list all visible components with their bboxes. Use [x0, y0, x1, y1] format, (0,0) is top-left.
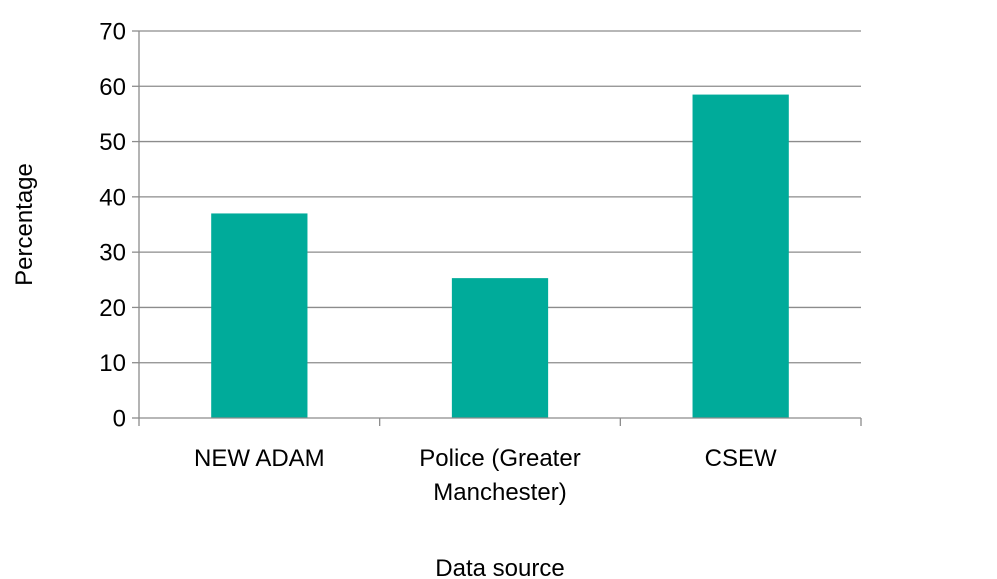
x-tick-labels: NEW ADAM Police (Greater Manchester) CSEW [194, 445, 777, 506]
x-tick-label: Police (Greater [419, 445, 580, 472]
bar [451, 278, 549, 418]
y-tick-label: 50 [99, 129, 126, 156]
x-tick-label: Manchester) [433, 479, 566, 506]
x-tick-label: CSEW [705, 445, 777, 472]
axis-layer [132, 30, 862, 426]
bar [211, 213, 308, 418]
y-tick-label: 30 [99, 240, 126, 267]
y-axis-title: Percentage [11, 163, 38, 286]
x-axis-title: Data source [435, 555, 564, 579]
y-tick-label: 40 [99, 184, 126, 211]
y-tick-label: 20 [99, 295, 126, 322]
y-tick-label: 0 [113, 406, 126, 433]
bar [692, 94, 789, 418]
y-tick-label: 60 [99, 74, 126, 101]
bars-layer [211, 94, 789, 418]
y-tick-labels: 0 10 20 30 40 50 60 70 [99, 19, 126, 433]
y-tick-label: 70 [99, 19, 126, 46]
x-tick-label: NEW ADAM [194, 445, 325, 472]
y-tick-label: 10 [99, 350, 126, 377]
